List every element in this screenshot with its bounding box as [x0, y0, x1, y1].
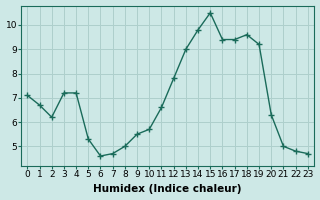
X-axis label: Humidex (Indice chaleur): Humidex (Indice chaleur) [93, 184, 242, 194]
